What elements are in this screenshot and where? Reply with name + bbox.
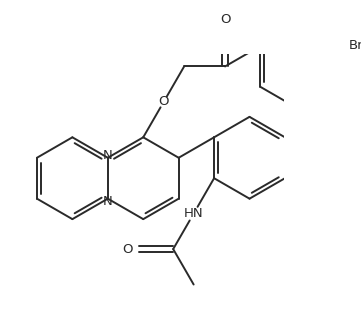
Text: O: O <box>220 13 230 26</box>
Text: O: O <box>158 95 169 108</box>
Text: O: O <box>122 243 133 256</box>
Text: N: N <box>103 195 113 208</box>
Text: Br: Br <box>349 40 361 52</box>
Text: N: N <box>103 149 113 162</box>
Text: HN: HN <box>184 207 204 220</box>
